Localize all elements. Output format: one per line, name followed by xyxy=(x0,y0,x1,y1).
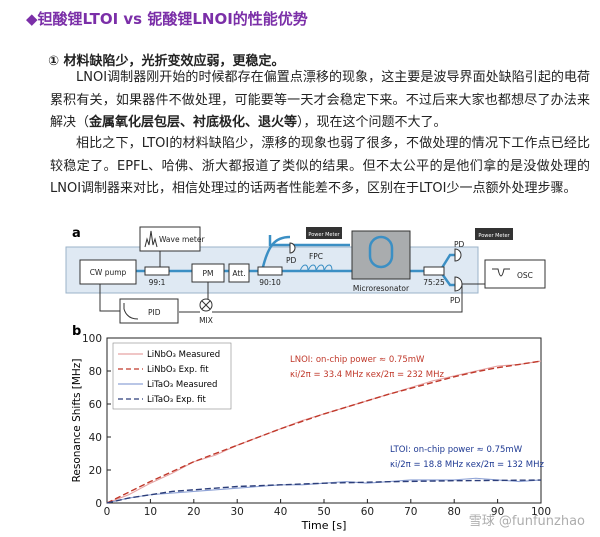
y-tick-label: 0 xyxy=(95,498,102,510)
power-meter xyxy=(306,227,342,239)
legend-label: LiTaO₃ Exp. fit xyxy=(147,395,206,405)
x-axis-label: Time [s] xyxy=(301,519,347,532)
fiber xyxy=(268,235,350,247)
series-line xyxy=(106,360,542,504)
label: 90:10 xyxy=(259,278,281,287)
legend-label: LiTaO₃ Measured xyxy=(147,380,217,390)
ring xyxy=(368,235,394,269)
x-tick-label: 60 xyxy=(361,506,374,518)
panel-label: a xyxy=(72,226,81,241)
x-tick-label: 30 xyxy=(231,506,244,518)
label: PID xyxy=(148,308,161,317)
label: Att. xyxy=(232,269,245,278)
pd xyxy=(289,242,296,254)
x-tick-label: 90 xyxy=(491,506,504,518)
cw-pump xyxy=(79,259,137,285)
pid xyxy=(119,298,179,324)
x-tick-label: 0 xyxy=(104,506,111,518)
icon xyxy=(144,230,158,248)
att xyxy=(228,263,250,283)
y-tick-label: 20 xyxy=(89,465,102,477)
y-tick-label: 80 xyxy=(89,366,102,378)
fpc xyxy=(299,264,333,272)
osc xyxy=(484,259,546,289)
y-tick-label: 40 xyxy=(89,432,102,444)
paragraph: 相比之下，LTOI的材料缺陷少，漂移的现象也弱了很多，不做处理的情况下工作点已经… xyxy=(50,133,590,201)
chart: 0 10 20 30 40 50 60 70 80 90 100 0 20 40 60 80 100 Time [… xyxy=(71,333,551,532)
pd xyxy=(454,248,462,262)
subheading: ① 材料缺陷少，光折变效应弱，更稳定。 xyxy=(48,54,285,69)
y-tick-label: 60 xyxy=(89,399,102,411)
paragraph: LNOI调制器刚开始的时候都存在偏置点漂移的现象，这主要是波导界面处缺陷引起的电… xyxy=(50,67,590,135)
label: PD xyxy=(450,296,461,305)
legend-label: LiNbO₃ Measured xyxy=(147,350,220,360)
microresonator xyxy=(351,230,411,280)
label: 75:25 xyxy=(423,278,445,287)
label: PM xyxy=(203,269,214,278)
icon xyxy=(201,300,211,310)
label: 99:1 xyxy=(149,278,166,287)
annotation: LNOI: on-chip power ≈ 0.75mW xyxy=(290,355,425,365)
label: MIX xyxy=(199,316,213,325)
legend-label: LiNbO₃ Exp. fit xyxy=(147,365,209,375)
wave-meter xyxy=(139,226,201,252)
y-axis-label: Resonance Shifts [MHz] xyxy=(71,359,83,483)
label: FPC xyxy=(309,252,323,261)
annotation: LTOI: on-chip power ≈ 0.75mW xyxy=(390,445,523,455)
label: Microresonator xyxy=(353,284,410,293)
x-tick-label: 50 xyxy=(317,506,330,518)
x-tick-label: 100 xyxy=(531,506,551,518)
text: ），现在这个问题不大了。 xyxy=(297,115,447,130)
label: PD xyxy=(454,240,465,249)
y-tick-label: 100 xyxy=(82,333,102,345)
annotation: κi/2π = 33.4 MHz κex/2π = 232 MHz xyxy=(290,370,444,380)
x-tick-label: 70 xyxy=(404,506,417,518)
bold-text: 金属氧化层包层、衬底极化、退火等 xyxy=(89,115,298,130)
icon xyxy=(123,303,139,320)
wire xyxy=(179,282,463,313)
power-meter xyxy=(475,228,513,240)
watermark: 雪球 @funfunzhao xyxy=(469,514,585,529)
fiber xyxy=(260,235,455,287)
heading: ◆钽酸锂LTOI vs 铌酸锂LNOI的性能优势 xyxy=(26,10,308,28)
x-tick-label: 80 xyxy=(448,506,461,518)
icon xyxy=(492,268,510,277)
x-tick-label: 20 xyxy=(187,506,200,518)
annotation: κi/2π = 18.8 MHz κex/2π = 132 MHz xyxy=(390,460,544,470)
label: CW pump xyxy=(90,268,127,277)
x-tick-label: 40 xyxy=(274,506,287,518)
text: 相比之下，LTOI的材料缺陷少，漂移的现象也弱了很多，不做处理的情况下工作点已经… xyxy=(50,136,590,196)
wire xyxy=(99,284,120,312)
figure: a CW pump Wave meter 99:1 PM Att. 90:10 … xyxy=(65,226,585,532)
series-line xyxy=(106,479,542,504)
panel-label: b xyxy=(72,324,81,339)
coupler xyxy=(144,266,170,276)
label: Wave meter xyxy=(159,235,205,244)
label: Power Meter xyxy=(308,232,340,238)
label: OSC xyxy=(517,271,533,280)
x-tick-label: 10 xyxy=(144,506,157,518)
label: Power Meter xyxy=(478,233,510,239)
text: LNOI调制器刚开始的时候都存在偏置点漂移的现象，这主要是波导界面处缺陷引起的电… xyxy=(50,70,590,130)
label: PD xyxy=(286,256,297,265)
coupler xyxy=(423,266,445,276)
coupler xyxy=(257,266,283,276)
